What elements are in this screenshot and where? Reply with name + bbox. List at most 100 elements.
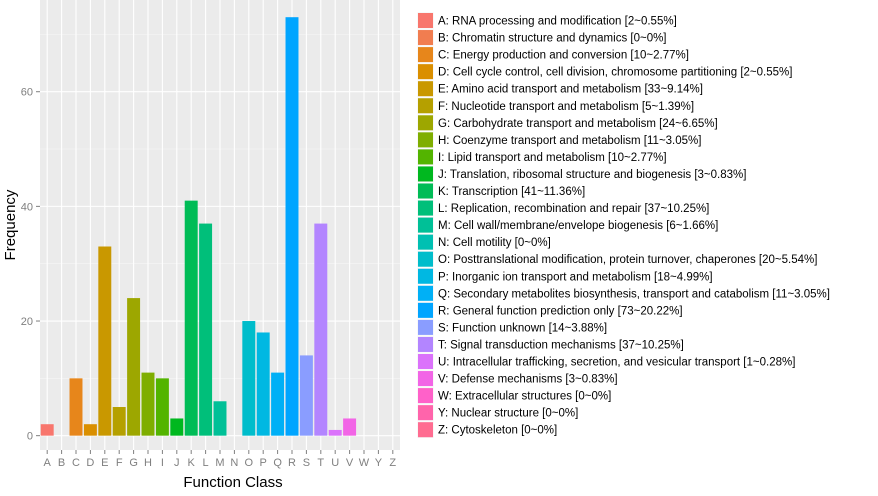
x-tick-label: Z	[389, 457, 396, 469]
legend-key-D	[418, 64, 433, 80]
x-tick-label: R	[288, 457, 296, 469]
legend-key-L	[418, 200, 433, 216]
legend-key-K	[418, 183, 433, 199]
legend-label: L: Replication, recombination and repair…	[438, 203, 709, 215]
x-tick-label: E	[101, 457, 108, 469]
bar-M	[213, 401, 227, 436]
legend-label: Y: Nuclear structure [0~0%]	[438, 408, 578, 420]
bar-E	[98, 246, 112, 436]
bar-Q	[271, 372, 285, 436]
x-tick-label: P	[260, 457, 267, 469]
x-tick-label: C	[72, 457, 80, 469]
legend-label: W: Extracellular structures [0~0%]	[438, 391, 611, 403]
legend-label: T: Signal transduction mechanisms [37~10…	[438, 339, 684, 351]
x-tick-label: F	[116, 457, 123, 469]
bars	[40, 17, 357, 436]
legend-key-Z	[418, 422, 433, 438]
x-tick-label: H	[144, 457, 152, 469]
legend-label: U: Intracellular trafficking, secretion,…	[438, 357, 795, 369]
legend-key-C	[418, 47, 433, 63]
legend-key-J	[418, 166, 433, 182]
x-tick-label: Q	[273, 457, 282, 469]
y-tick-label: 40	[21, 201, 33, 213]
legend-key-N	[418, 234, 433, 250]
x-tick-label: M	[215, 457, 224, 469]
legend-key-O	[418, 251, 433, 267]
x-tick-label: I	[161, 457, 164, 469]
x-tick-label: O	[245, 457, 254, 469]
legend-label: H: Coenzyme transport and metabolism [11…	[438, 135, 701, 147]
bar-H	[141, 372, 155, 436]
legend-label: A: RNA processing and modification [2~0.…	[438, 16, 677, 28]
legend-label: O: Posttranslational modification, prote…	[438, 254, 817, 266]
bar-L	[199, 223, 213, 436]
legend-label: N: Cell motility [0~0%]	[438, 237, 551, 249]
legend-key-T	[418, 336, 433, 352]
x-tick-label: U	[331, 457, 339, 469]
legend-key-F	[418, 98, 433, 114]
legend-key-Q	[418, 285, 433, 301]
x-tick-label: Y	[375, 457, 383, 469]
legend-label: D: Cell cycle control, cell division, ch…	[438, 67, 792, 79]
bar-R	[285, 17, 299, 436]
x-tick-label: T	[317, 457, 324, 469]
x-tick-label: W	[359, 457, 370, 469]
legend-label: E: Amino acid transport and metabolism […	[438, 84, 703, 96]
legend-key-P	[418, 268, 433, 284]
y-tick-label: 20	[21, 316, 33, 328]
legend-key-E	[418, 81, 433, 97]
legend-key-U	[418, 354, 433, 369]
legend-label: Z: Cytoskeleton [0~0%]	[438, 425, 557, 437]
bar-F	[112, 407, 126, 436]
bar-C	[69, 378, 83, 436]
y-tick-label: 0	[27, 431, 33, 443]
legend-label: R: General function prediction only [73~…	[438, 305, 683, 317]
legend-label: K: Transcription [41~11.36%]	[438, 186, 585, 198]
legend-key-G	[418, 115, 433, 131]
legend-label: F: Nucleotide transport and metabolism […	[438, 101, 694, 113]
bar-O	[242, 321, 256, 436]
legend-label: P: Inorganic ion transport and metabolis…	[438, 271, 713, 283]
bar-I	[155, 378, 169, 436]
bar-K	[184, 200, 198, 436]
legend-label: Q: Secondary metabolites biosynthesis, t…	[438, 288, 830, 300]
legend-label: M: Cell wall/membrane/envelope biogenesi…	[438, 220, 718, 232]
legend-label: V: Defense mechanisms [3~0.83%]	[438, 374, 618, 386]
bar-D	[83, 424, 97, 436]
bar-V	[343, 418, 357, 436]
legend-key-H	[418, 132, 433, 148]
y-axis-ticks: 0 20 40 60	[21, 87, 40, 443]
legend-key-M	[418, 217, 433, 233]
legend-key-S	[418, 319, 433, 335]
legend-key-Y	[418, 405, 433, 421]
legend-label: I: Lipid transport and metabolism [10~2.…	[438, 152, 667, 164]
bar-U	[328, 429, 342, 436]
bar-S	[299, 355, 313, 436]
bar-J	[170, 418, 184, 436]
x-tick-label: G	[129, 457, 138, 469]
x-tick-label: A	[44, 457, 52, 469]
legend: A: RNA processing and modification [2~0.…	[416, 11, 830, 439]
legend-label: J: Translation, ribosomal structure and …	[438, 169, 746, 181]
y-axis-title: Frequency	[2, 189, 19, 260]
legend-label: G: Carbohydrate transport and metabolism…	[438, 118, 718, 130]
legend-key-I	[418, 149, 433, 165]
x-tick-label: J	[174, 457, 180, 469]
legend-label: B: Chromatin structure and dynamics [0~0…	[438, 33, 667, 45]
x-axis-title: Function Class	[183, 474, 282, 491]
legend-key-R	[418, 302, 433, 318]
x-tick-label: V	[346, 457, 354, 469]
x-tick-label: N	[230, 457, 238, 469]
legend-key-W	[418, 388, 433, 404]
x-tick-label: B	[58, 457, 65, 469]
x-tick-label: D	[86, 457, 94, 469]
x-tick-label: S	[303, 457, 310, 469]
x-tick-label: L	[203, 457, 209, 469]
legend-label: C: Energy production and conversion [10~…	[438, 50, 689, 62]
bar-T	[314, 223, 328, 436]
legend-key-B	[418, 30, 433, 46]
legend-label: S: Function unknown [14~3.88%]	[438, 322, 607, 334]
bar-A	[40, 424, 54, 436]
